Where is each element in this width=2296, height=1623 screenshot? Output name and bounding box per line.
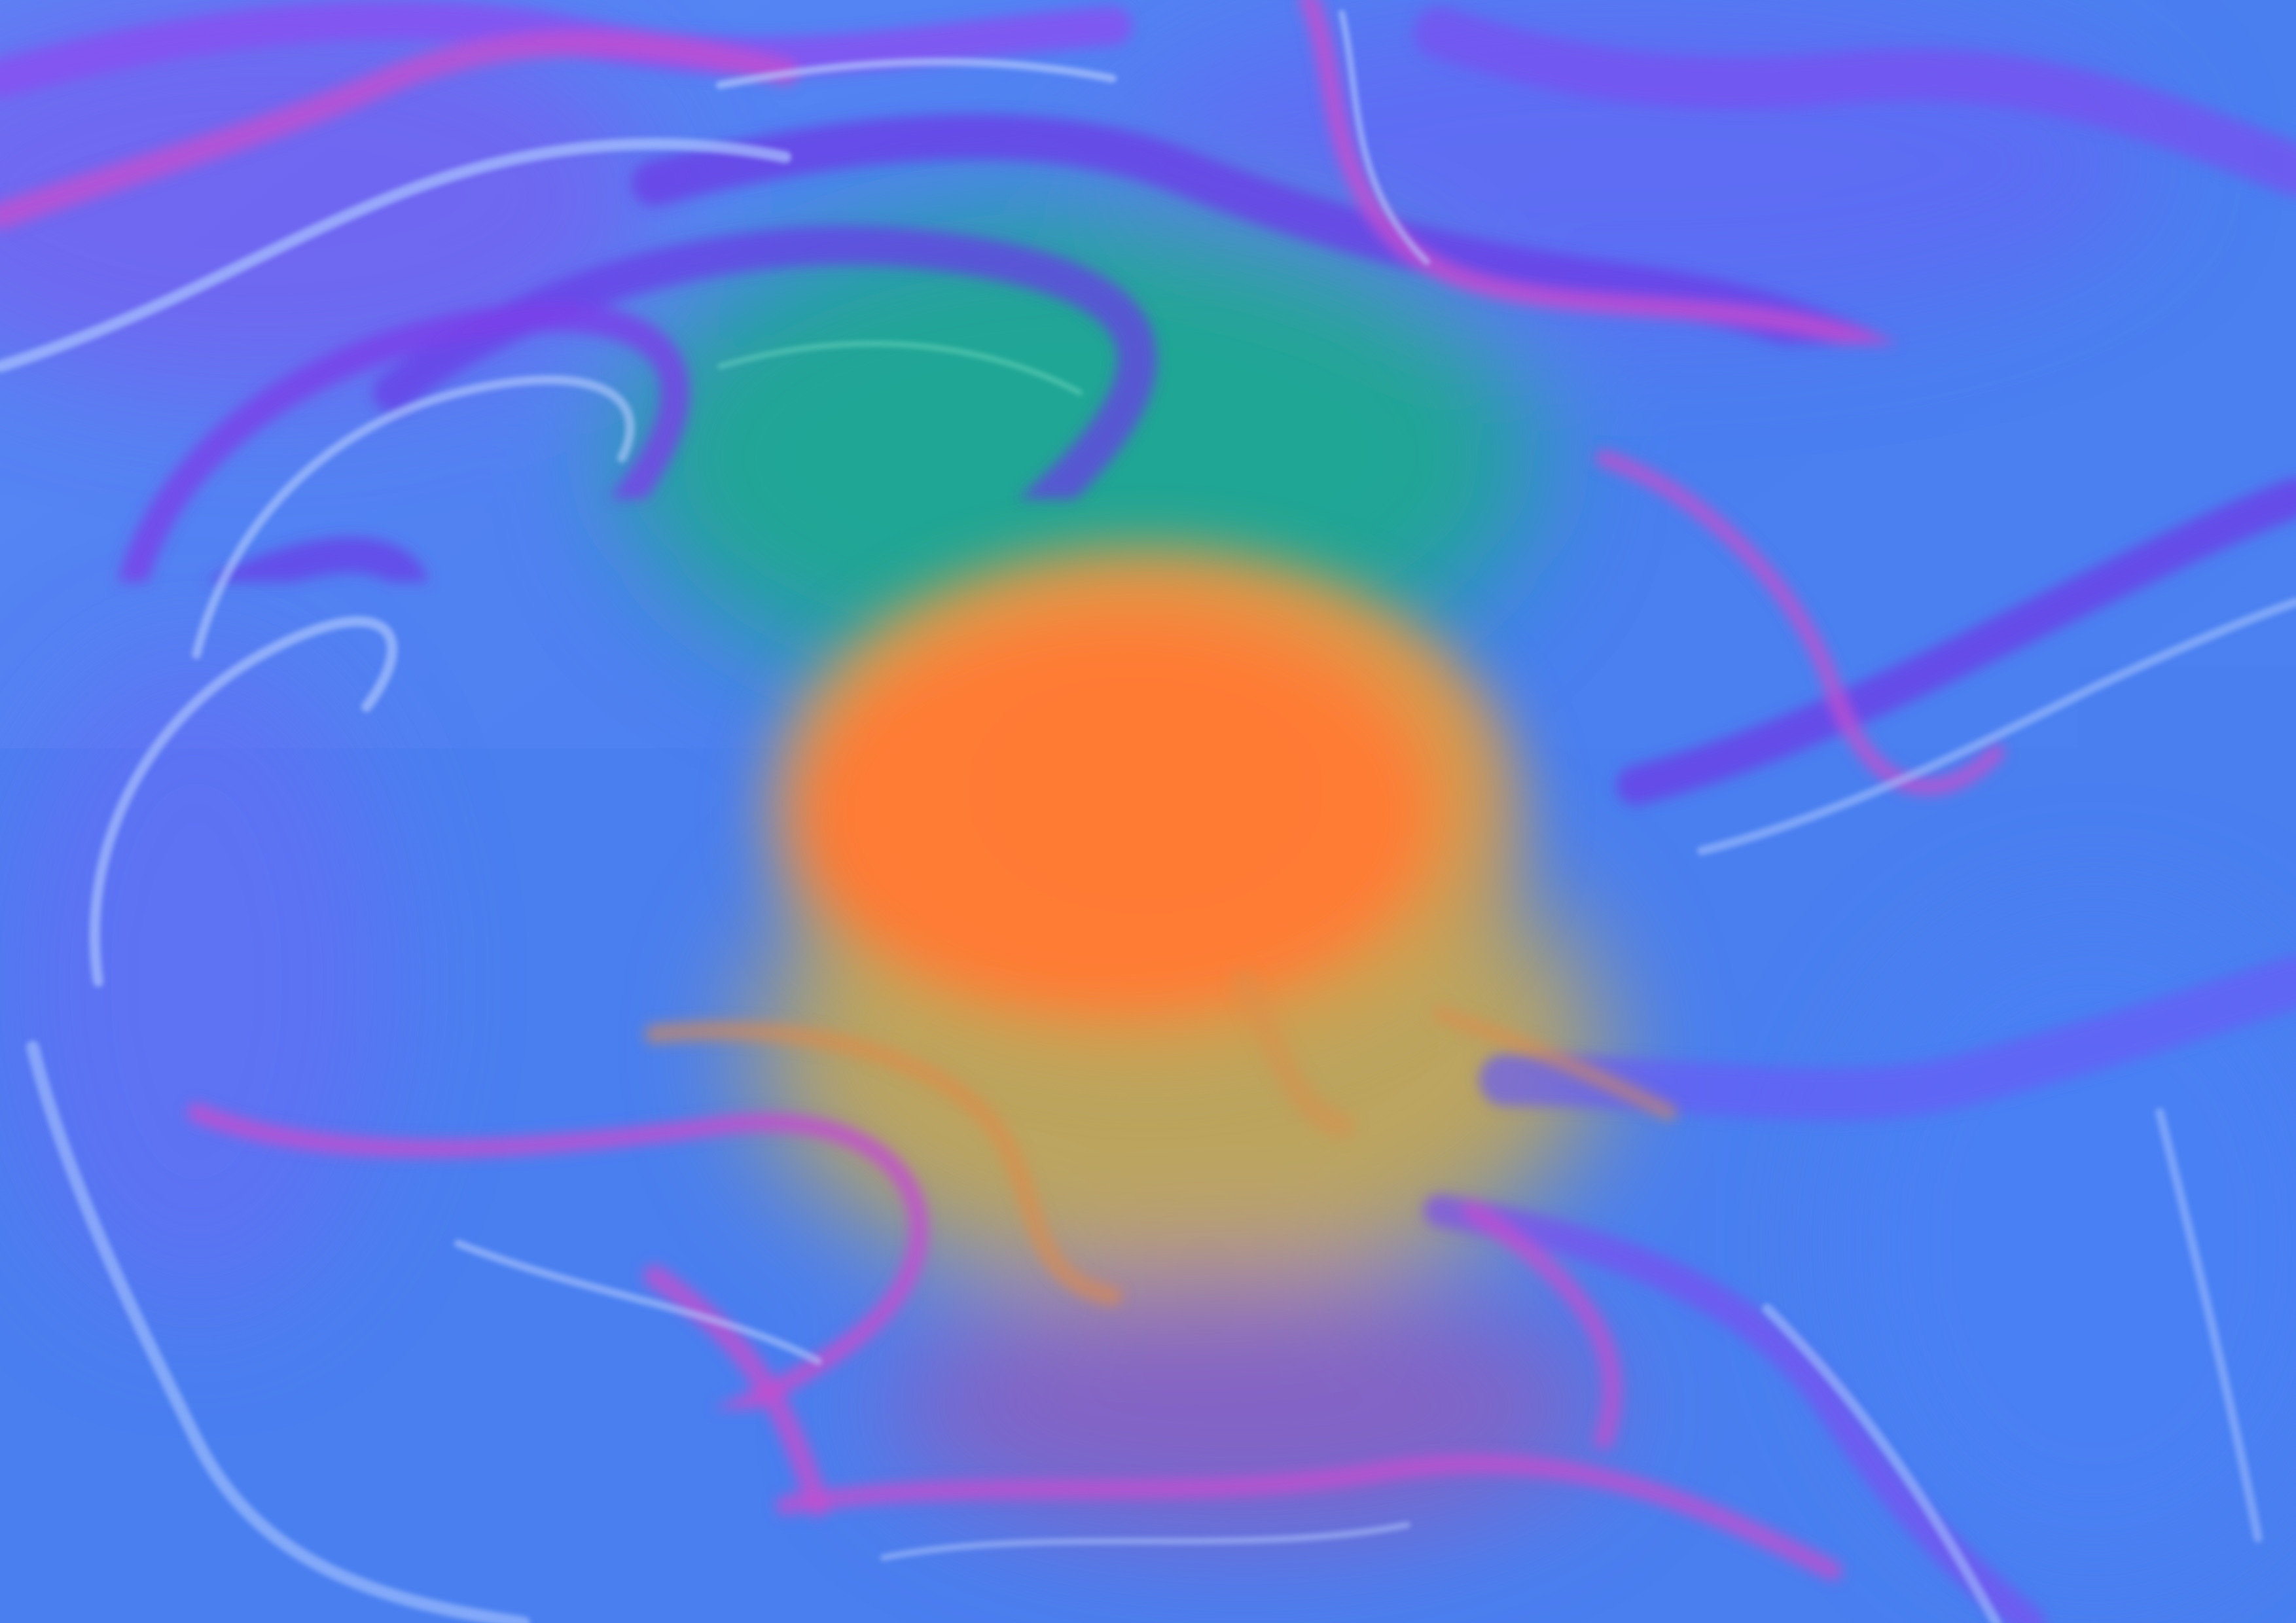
abstract-fluid-art bbox=[0, 0, 2296, 1623]
fluid-swirl-image bbox=[0, 0, 2296, 1623]
